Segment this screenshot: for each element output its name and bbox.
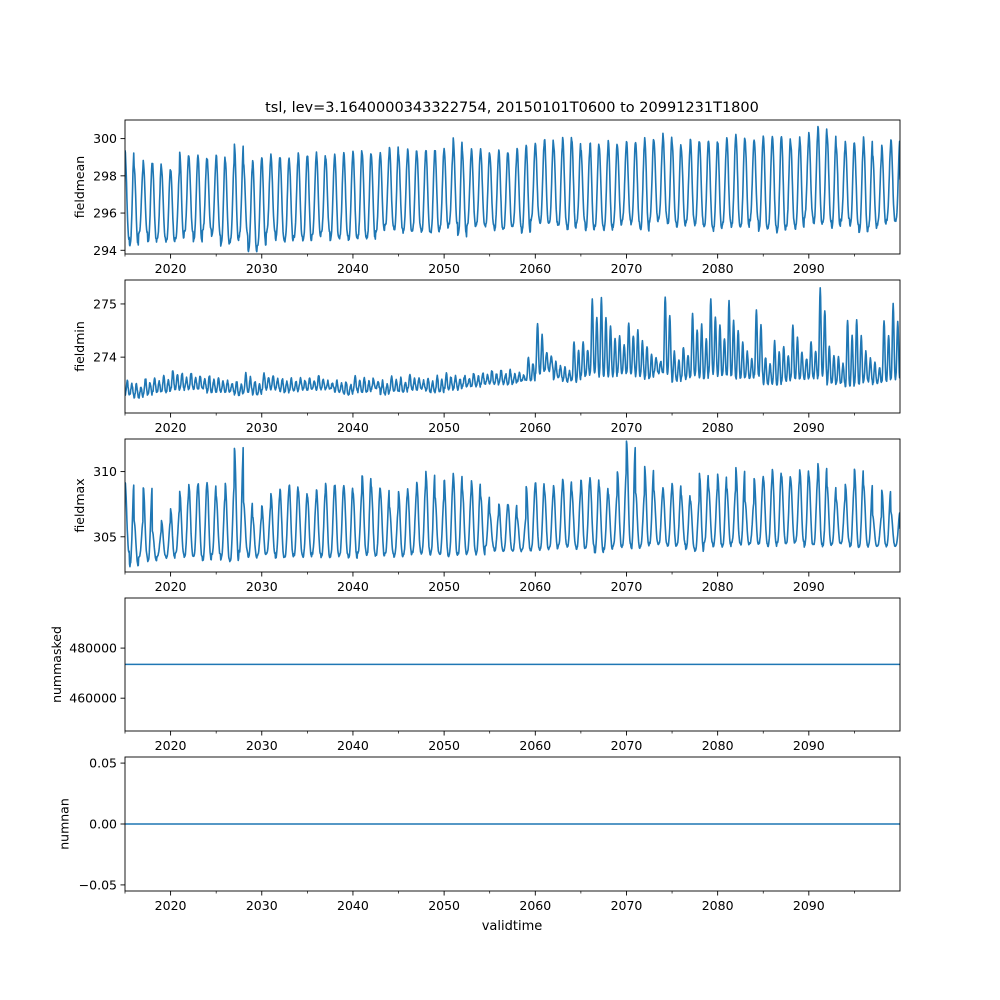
series-line-fieldmin [125,287,900,399]
y-axis-label: nummasked [49,626,64,703]
x-tick-label: 2060 [519,261,551,276]
x-tick-label: 2080 [702,738,734,753]
x-tick-label: 2050 [428,898,460,913]
x-tick-label: 2040 [337,579,369,594]
panel-fieldmax: 2020 2030 2040 2050 2060 2070 2080 2090 305 310 fi… [72,438,901,594]
y-tick-label: 275 [93,296,117,311]
y-tick-label: 294 [93,243,117,258]
x-tick-label: 2030 [246,738,278,753]
x-tick-label: 2020 [155,898,187,913]
x-tick-label: 2050 [428,261,460,276]
x-tick-label: 2070 [611,420,643,435]
y-tick-label: 0.05 [89,756,117,771]
x-tick-label: 2020 [155,579,187,594]
panel-fieldmean: 2020 2030 2040 2050 2060 2070 2080 2090 294 296 29… [72,119,901,276]
y-tick-label: 296 [93,206,117,221]
x-tick-label: 2060 [519,738,551,753]
axes-frame [124,438,901,573]
x-tick-label: 2070 [611,261,643,276]
x-axis-label: validtime [482,919,543,934]
x-tick-label: 2090 [793,579,825,594]
y-tick-label: 310 [93,464,117,479]
y-tick-label: 480000 [69,641,117,656]
x-tick-label: 2090 [793,420,825,435]
y-tick-label: 274 [93,350,117,365]
x-tick-label: 2070 [611,579,643,594]
x-tick-label: 2060 [519,898,551,913]
x-tick-label: 2080 [702,420,734,435]
x-tick-label: 2040 [337,898,369,913]
x-tick-label: 2020 [155,738,187,753]
x-tick-label: 2020 [155,261,187,276]
x-tick-label: 2040 [337,420,369,435]
x-tick-label: 2060 [519,579,551,594]
x-tick-label: 2080 [702,898,734,913]
x-tick-label: 2030 [246,898,278,913]
y-axis-label: numnan [57,798,72,850]
x-tick-label: 2030 [246,420,278,435]
x-tick-label: 2090 [793,738,825,753]
y-tick-label: 460000 [69,691,117,706]
axes-frame [124,597,901,732]
x-tick-label: 2090 [793,261,825,276]
x-tick-label: 2070 [611,738,643,753]
panel-nummasked: 2020 2030 2040 2050 2060 2070 2080 2090 460000 48… [49,597,901,753]
x-tick-label: 2050 [428,738,460,753]
x-tick-label: 2090 [793,898,825,913]
series-line-fieldmean [125,125,900,253]
axes-frame [124,119,901,255]
x-tick-label: 2060 [519,420,551,435]
y-axis-label: fieldmean [72,156,87,218]
x-tick-label: 2050 [428,420,460,435]
axes-frame [124,279,901,414]
y-tick-label: 305 [93,529,117,544]
chart-panels: 2020 2030 2040 2050 2060 2070 2080 2090 294 296 29… [49,119,901,913]
y-tick-label: 300 [93,131,117,146]
y-axis-label: fieldmax [72,478,87,532]
y-axis-label: fieldmin [72,321,87,372]
panel-fieldmin: 2020 2030 2040 2050 2060 2070 2080 2090 274 275 fi… [72,279,901,435]
x-tick-label: 2080 [702,261,734,276]
x-tick-label: 2030 [246,261,278,276]
x-tick-label: 2030 [246,579,278,594]
x-tick-label: 2040 [337,261,369,276]
y-tick-label: −0.05 [79,877,117,892]
x-tick-label: 2040 [337,738,369,753]
x-tick-label: 2020 [155,420,187,435]
chart-title: tsl, lev=3.1640000343322754, 20150101T06… [265,100,759,116]
x-tick-label: 2080 [702,579,734,594]
x-tick-label: 2070 [611,898,643,913]
x-tick-label: 2050 [428,579,460,594]
y-tick-label: 298 [93,168,117,183]
series-line-fieldmax [125,440,900,568]
y-tick-label: 0.00 [89,817,117,832]
panel-numnan: 2020 2030 2040 2050 2060 2070 2080 2090 −0.05 0.0… [57,756,901,913]
